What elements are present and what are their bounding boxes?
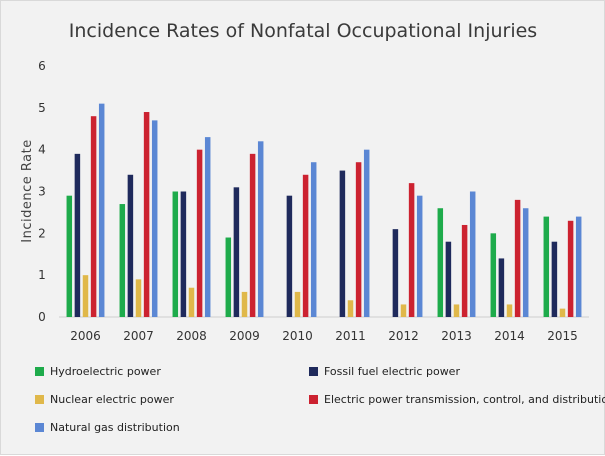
bar bbox=[437, 208, 444, 317]
bar bbox=[506, 304, 513, 317]
bar bbox=[225, 237, 232, 317]
bar bbox=[498, 258, 505, 317]
y-tick-label: 1 bbox=[38, 268, 46, 282]
bar bbox=[514, 199, 521, 317]
chart-title: Incidence Rates of Nonfatal Occupational… bbox=[69, 20, 537, 42]
bar bbox=[310, 162, 317, 317]
bar bbox=[90, 116, 97, 317]
bar bbox=[151, 120, 158, 317]
legend-swatch bbox=[309, 367, 318, 376]
x-tick-label: 2011 bbox=[335, 329, 366, 343]
bar bbox=[233, 187, 240, 317]
bar bbox=[408, 183, 415, 317]
legend-item: Nuclear electric power bbox=[35, 393, 174, 406]
bar bbox=[286, 195, 293, 317]
bar bbox=[461, 224, 468, 317]
bar bbox=[98, 103, 105, 318]
legend-item: Hydroelectric power bbox=[35, 365, 161, 378]
bar bbox=[188, 287, 195, 317]
x-tick-label: 2009 bbox=[229, 329, 260, 343]
legend: Hydroelectric power Fossil fuel electric … bbox=[35, 365, 605, 434]
bar bbox=[363, 149, 370, 317]
bar bbox=[127, 174, 134, 317]
bar bbox=[490, 233, 497, 317]
x-tick-label: 2015 bbox=[547, 329, 578, 343]
bar bbox=[543, 216, 550, 317]
bar bbox=[241, 291, 248, 317]
legend-label: Natural gas distribution bbox=[50, 421, 180, 434]
legend-swatch bbox=[35, 395, 44, 404]
y-ticks: 0 1 2 3 4 5 6 bbox=[38, 59, 46, 324]
x-tick-label: 2013 bbox=[441, 329, 472, 343]
legend-item: Electric power transmission, control, an… bbox=[309, 393, 605, 406]
bar bbox=[392, 229, 399, 317]
bar bbox=[180, 191, 187, 317]
y-tick-label: 6 bbox=[38, 59, 46, 73]
x-tick-label: 2008 bbox=[176, 329, 207, 343]
legend-swatch bbox=[35, 423, 44, 432]
bar bbox=[567, 220, 574, 317]
x-ticks: 2006 2007 2008 2009 2010 2011 2012 2013 2014 2015 bbox=[70, 329, 578, 343]
bar bbox=[347, 300, 354, 317]
bar bbox=[551, 241, 558, 317]
legend-label: Electric power transmission, control, an… bbox=[324, 393, 605, 406]
bar bbox=[294, 291, 301, 317]
bar bbox=[302, 174, 309, 317]
bar bbox=[66, 195, 73, 317]
x-tick-label: 2006 bbox=[70, 329, 101, 343]
bar bbox=[143, 112, 150, 318]
y-tick-label: 5 bbox=[38, 101, 46, 115]
legend-label: Hydroelectric power bbox=[50, 365, 161, 378]
bar bbox=[119, 204, 126, 317]
bar bbox=[445, 241, 452, 317]
bar bbox=[204, 137, 211, 317]
bar bbox=[82, 275, 89, 317]
legend-swatch bbox=[309, 395, 318, 404]
x-tick-label: 2010 bbox=[282, 329, 313, 343]
bar bbox=[559, 308, 566, 317]
bar bbox=[453, 304, 460, 317]
bars bbox=[66, 103, 582, 318]
legend-label: Nuclear electric power bbox=[50, 393, 174, 406]
legend-swatch bbox=[35, 367, 44, 376]
legend-label: Fossil fuel electric power bbox=[324, 365, 460, 378]
x-tick-label: 2012 bbox=[388, 329, 419, 343]
y-tick-label: 4 bbox=[38, 143, 46, 157]
y-tick-label: 3 bbox=[38, 185, 46, 199]
y-tick-label: 2 bbox=[38, 226, 46, 240]
x-tick-label: 2014 bbox=[494, 329, 525, 343]
bar bbox=[355, 162, 362, 317]
bar bbox=[257, 141, 264, 317]
bar bbox=[249, 153, 256, 317]
y-axis-label: Incidence Rate bbox=[20, 139, 35, 242]
bar bbox=[400, 304, 407, 317]
x-tick-label: 2007 bbox=[123, 329, 154, 343]
legend-item: Natural gas distribution bbox=[35, 421, 180, 434]
y-tick-label: 0 bbox=[38, 310, 46, 324]
bar bbox=[416, 195, 423, 317]
bar bbox=[575, 216, 582, 317]
bar bbox=[135, 279, 142, 317]
bar bbox=[172, 191, 179, 317]
legend-item: Fossil fuel electric power bbox=[309, 365, 460, 378]
bar bbox=[196, 149, 203, 317]
bar bbox=[339, 170, 346, 317]
bar bbox=[74, 153, 81, 317]
bar bbox=[522, 208, 529, 317]
bar bbox=[469, 191, 476, 317]
